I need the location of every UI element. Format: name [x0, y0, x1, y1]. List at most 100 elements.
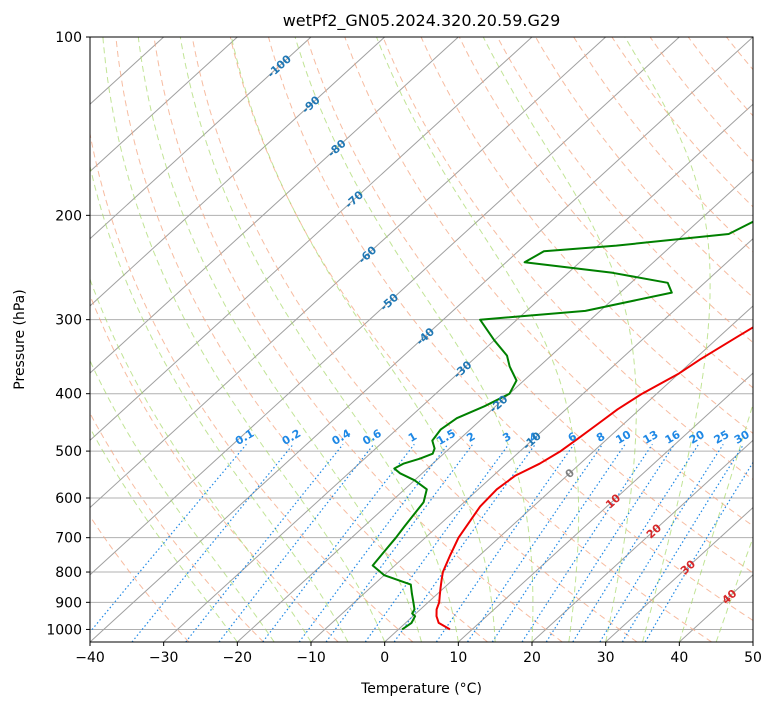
mixing-ratio-line [545, 443, 675, 642]
y-tick-label: 500 [55, 444, 82, 460]
dry-adiabat-line [268, 37, 753, 622]
mixing-ratio-label: 0.2 [280, 427, 303, 448]
mixing-ratio-line [621, 443, 745, 642]
dry-adiabat-line [496, 37, 753, 344]
moist-adiabat-line [90, 427, 238, 642]
isotherm-line [90, 37, 459, 374]
y-tick-label: 400 [55, 387, 82, 403]
x-tick-label: −10 [296, 650, 326, 666]
isotherm-line [90, 37, 312, 240]
moist-adiabat-line [90, 163, 349, 642]
x-tick-label: 40 [670, 650, 688, 666]
isotherms [90, 37, 753, 642]
moist-adiabat-line [482, 37, 637, 642]
moist-adiabat-line [715, 536, 753, 642]
moist-adiabat-line [294, 37, 534, 642]
mixing-ratio-label: 13 [641, 428, 661, 447]
moist-adiabat-line [90, 277, 312, 642]
profile-series [371, 220, 753, 631]
dry-adiabat-line [649, 37, 753, 163]
isotherm-line [90, 37, 386, 307]
dry-adiabat-line [229, 37, 712, 642]
moist-adiabat-line [102, 37, 386, 642]
isotherm-line [384, 305, 753, 642]
dry-adiabat-line [420, 37, 753, 434]
mixing-ratio-line [298, 443, 449, 642]
mixing-ratio-line [467, 443, 603, 642]
isotherm-line [236, 170, 753, 642]
x-tick-label: −40 [75, 650, 105, 666]
y-tick-label: 900 [55, 595, 82, 611]
x-tick-label: −30 [149, 650, 179, 666]
mixing-ratio-line [521, 443, 653, 642]
mixing-ratio-label: 16 [663, 428, 683, 447]
moist-adiabat-line [179, 37, 459, 642]
y-tick-label: 100 [55, 30, 82, 46]
moist-adiabat-line [624, 37, 711, 642]
mixing-ratio-line [435, 443, 575, 642]
y-axis-label: Pressure (hPa) [12, 289, 28, 389]
plot-frame [89, 36, 754, 643]
x-tick-label: 50 [744, 650, 762, 666]
mixing-ratio-label: 0.1 [233, 427, 256, 448]
x-tick-label: 10 [449, 650, 467, 666]
temperature-profile-line [435, 326, 753, 631]
mixing-ratio-label: 6 [566, 430, 579, 445]
isotherm-line [90, 37, 680, 576]
mixing-ratio-lines [90, 443, 753, 642]
dry-adiabat-line [90, 131, 414, 642]
mixing-ratio-line [491, 443, 626, 642]
x-tick-label: 30 [597, 650, 615, 666]
y-tick-label: 600 [55, 491, 82, 507]
moist-adiabat-line [90, 359, 275, 642]
dry-adiabat-line [191, 37, 638, 642]
isotherm-line [90, 37, 607, 509]
mixing-ratio-label: 3 [500, 430, 513, 445]
dry-adiabat-line [535, 37, 753, 298]
y-tick-label: 700 [55, 531, 82, 547]
moist-adiabat-line [678, 402, 753, 642]
y-tick-label: 800 [55, 565, 82, 581]
isotherm-line [163, 103, 753, 642]
isotherm-line [90, 37, 533, 442]
x-tick-label: 0 [380, 650, 389, 666]
chart-title: wetPf2_GN05.2024.320.20.59.G29 [283, 11, 561, 31]
mixing-ratio-line [364, 443, 510, 642]
x-axis-label: Temperature (°C) [360, 681, 482, 697]
isotherm-line [605, 506, 753, 642]
dry-adiabat-line [573, 37, 753, 253]
isotherm-line [90, 37, 238, 173]
dry-adiabat-line [90, 515, 190, 642]
y-tick-label: 1000 [46, 622, 82, 638]
dry-adiabat-line [765, 37, 775, 642]
isotherm-line [457, 372, 753, 642]
dry-adiabat-line [382, 37, 753, 481]
x-tick-label: 20 [523, 650, 541, 666]
mixing-ratio-line [393, 443, 536, 642]
dry-adiabats [90, 37, 775, 642]
reference-labels: 0.1 0.2 0.4 0.6 1 1.5 2 3 4 6 8 10 13 16 20 25 30 36-100-… [233, 52, 773, 607]
mixing-ratio-line [218, 443, 375, 642]
mixing-ratio-label: 36 [753, 428, 773, 447]
dry-adiabat-line [115, 37, 488, 642]
moist-adiabat-line [376, 37, 580, 642]
dewpoint-profile-line [371, 220, 753, 631]
mixing-ratio-label: 1.5 [434, 427, 457, 448]
dry-adiabat-line [306, 37, 753, 574]
mixing-ratio-line [644, 461, 753, 642]
moist-adiabat-line [230, 37, 496, 642]
mixing-ratio-line [90, 443, 247, 633]
mixing-ratio-line [131, 443, 294, 642]
mixing-ratio-line [262, 443, 415, 642]
x-axis-ticks: −40 −30 −20 −10 0 10 20 30 40 50 [75, 642, 762, 666]
isotherm-line [310, 237, 753, 642]
dry-adiabat-line [458, 37, 753, 389]
mixing-ratio-label: 25 [712, 428, 732, 447]
mixing-ratio-label: 2 [464, 430, 477, 445]
dry-adiabat-line [153, 37, 563, 642]
mixing-ratio-label: 1 [406, 430, 419, 445]
horizontal-grid [90, 37, 753, 630]
plot-area: 0.1 0.2 0.4 0.6 1 1.5 2 3 4 6 8 10 13 16 20 25 30 36-100-… [90, 37, 775, 642]
mixing-ratio-label: 8 [594, 430, 607, 445]
